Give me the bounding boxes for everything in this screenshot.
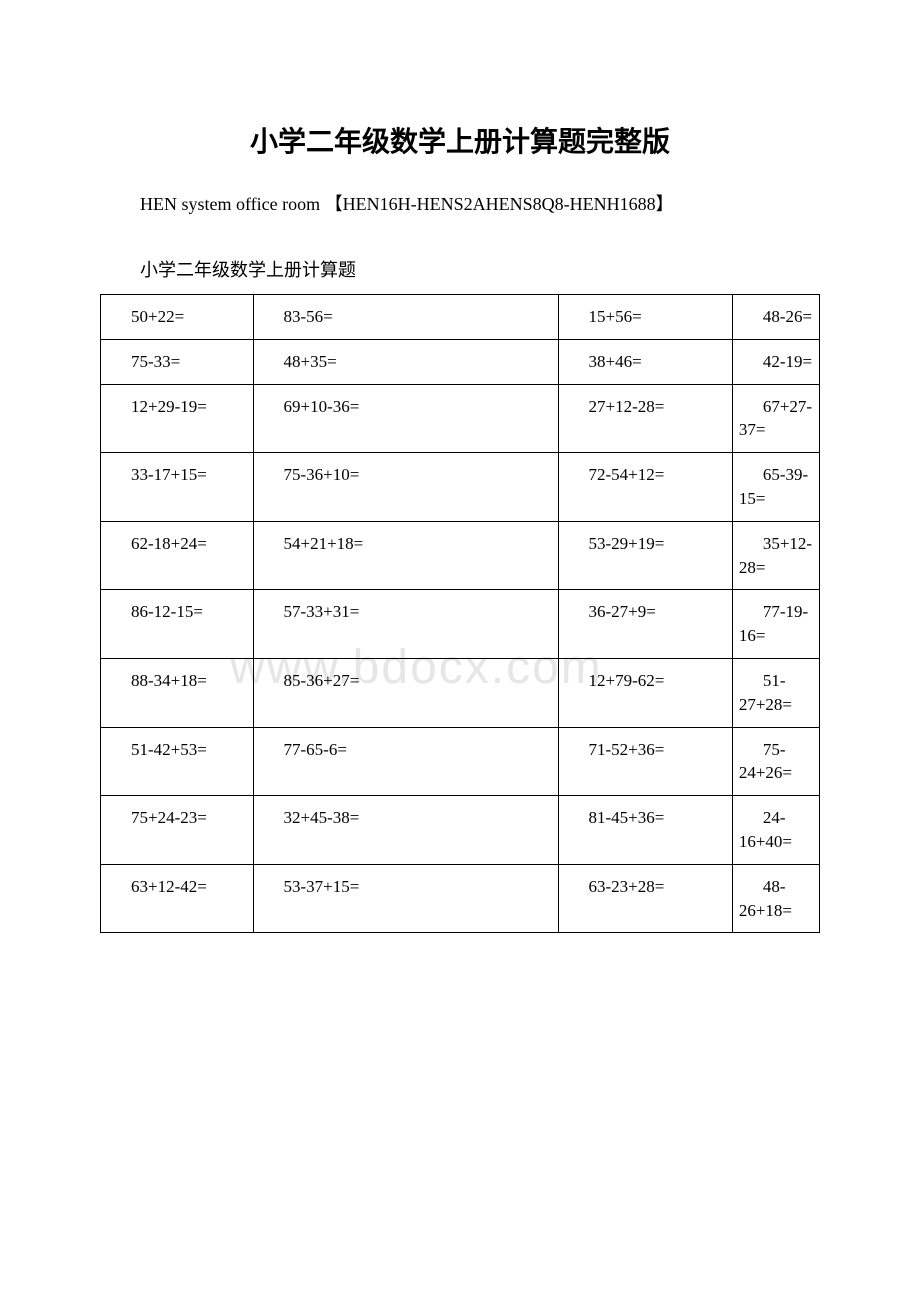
table-cell: 85-36+27= <box>253 658 558 727</box>
table-cell: 54+21+18= <box>253 521 558 590</box>
table-cell: 12+79-62= <box>558 658 732 727</box>
table-cell: 81-45+36= <box>558 796 732 865</box>
table-cell: 48-26+18= <box>732 864 819 933</box>
table-cell: 71-52+36= <box>558 727 732 796</box>
table-cell: 32+45-38= <box>253 796 558 865</box>
table-cell: 50+22= <box>101 295 254 340</box>
table-cell: 42-19= <box>732 339 819 384</box>
table-cell: 33-17+15= <box>101 453 254 522</box>
table-cell: 51-27+28= <box>732 658 819 727</box>
page-title: 小学二年级数学上册计算题完整版 <box>100 120 820 160</box>
table-row: 88-34+18= 85-36+27= 12+79-62= 51-27+28= <box>101 658 820 727</box>
table-row: 12+29-19= 69+10-36= 27+12-28= 67+27-37= <box>101 384 820 453</box>
table-cell: 62-18+24= <box>101 521 254 590</box>
table-row: 33-17+15= 75-36+10= 72-54+12= 65-39-15= <box>101 453 820 522</box>
table-cell: 75-33= <box>101 339 254 384</box>
table-cell: 53-29+19= <box>558 521 732 590</box>
table-cell: 86-12-15= <box>101 590 254 659</box>
table-cell: 65-39-15= <box>732 453 819 522</box>
table-cell: 57-33+31= <box>253 590 558 659</box>
table-row: 75-33= 48+35= 38+46= 42-19= <box>101 339 820 384</box>
table-cell: 67+27-37= <box>732 384 819 453</box>
table-cell: 51-42+53= <box>101 727 254 796</box>
table-cell: 77-19-16= <box>732 590 819 659</box>
subtitle-text: HEN system office room 【HEN16H-HENS2AHEN… <box>140 190 820 216</box>
table-cell: 63+12-42= <box>101 864 254 933</box>
table-row: 75+24-23= 32+45-38= 81-45+36= 24-16+40= <box>101 796 820 865</box>
table-cell: 88-34+18= <box>101 658 254 727</box>
table-cell: 27+12-28= <box>558 384 732 453</box>
table-row: 63+12-42= 53-37+15= 63-23+28= 48-26+18= <box>101 864 820 933</box>
math-problems-table: 50+22= 83-56= 15+56= 48-26= 75-33= 48+35… <box>100 294 820 933</box>
table-cell: 69+10-36= <box>253 384 558 453</box>
table-cell: 38+46= <box>558 339 732 384</box>
table-cell: 48-26= <box>732 295 819 340</box>
table-cell: 83-56= <box>253 295 558 340</box>
table-row: 86-12-15= 57-33+31= 36-27+9= 77-19-16= <box>101 590 820 659</box>
table-cell: 53-37+15= <box>253 864 558 933</box>
table-row: 50+22= 83-56= 15+56= 48-26= <box>101 295 820 340</box>
table-cell: 24-16+40= <box>732 796 819 865</box>
table-caption: 小学二年级数学上册计算题 <box>140 256 820 282</box>
table-cell: 72-54+12= <box>558 453 732 522</box>
table-cell: 36-27+9= <box>558 590 732 659</box>
table-cell: 48+35= <box>253 339 558 384</box>
table-row: 62-18+24= 54+21+18= 53-29+19= 35+12-28= <box>101 521 820 590</box>
table-cell: 15+56= <box>558 295 732 340</box>
table-cell: 35+12-28= <box>732 521 819 590</box>
table-cell: 75-36+10= <box>253 453 558 522</box>
table-cell: 12+29-19= <box>101 384 254 453</box>
table-row: 51-42+53= 77-65-6= 71-52+36= 75-24+26= <box>101 727 820 796</box>
table-cell: 75-24+26= <box>732 727 819 796</box>
table-cell: 77-65-6= <box>253 727 558 796</box>
table-cell: 75+24-23= <box>101 796 254 865</box>
table-cell: 63-23+28= <box>558 864 732 933</box>
